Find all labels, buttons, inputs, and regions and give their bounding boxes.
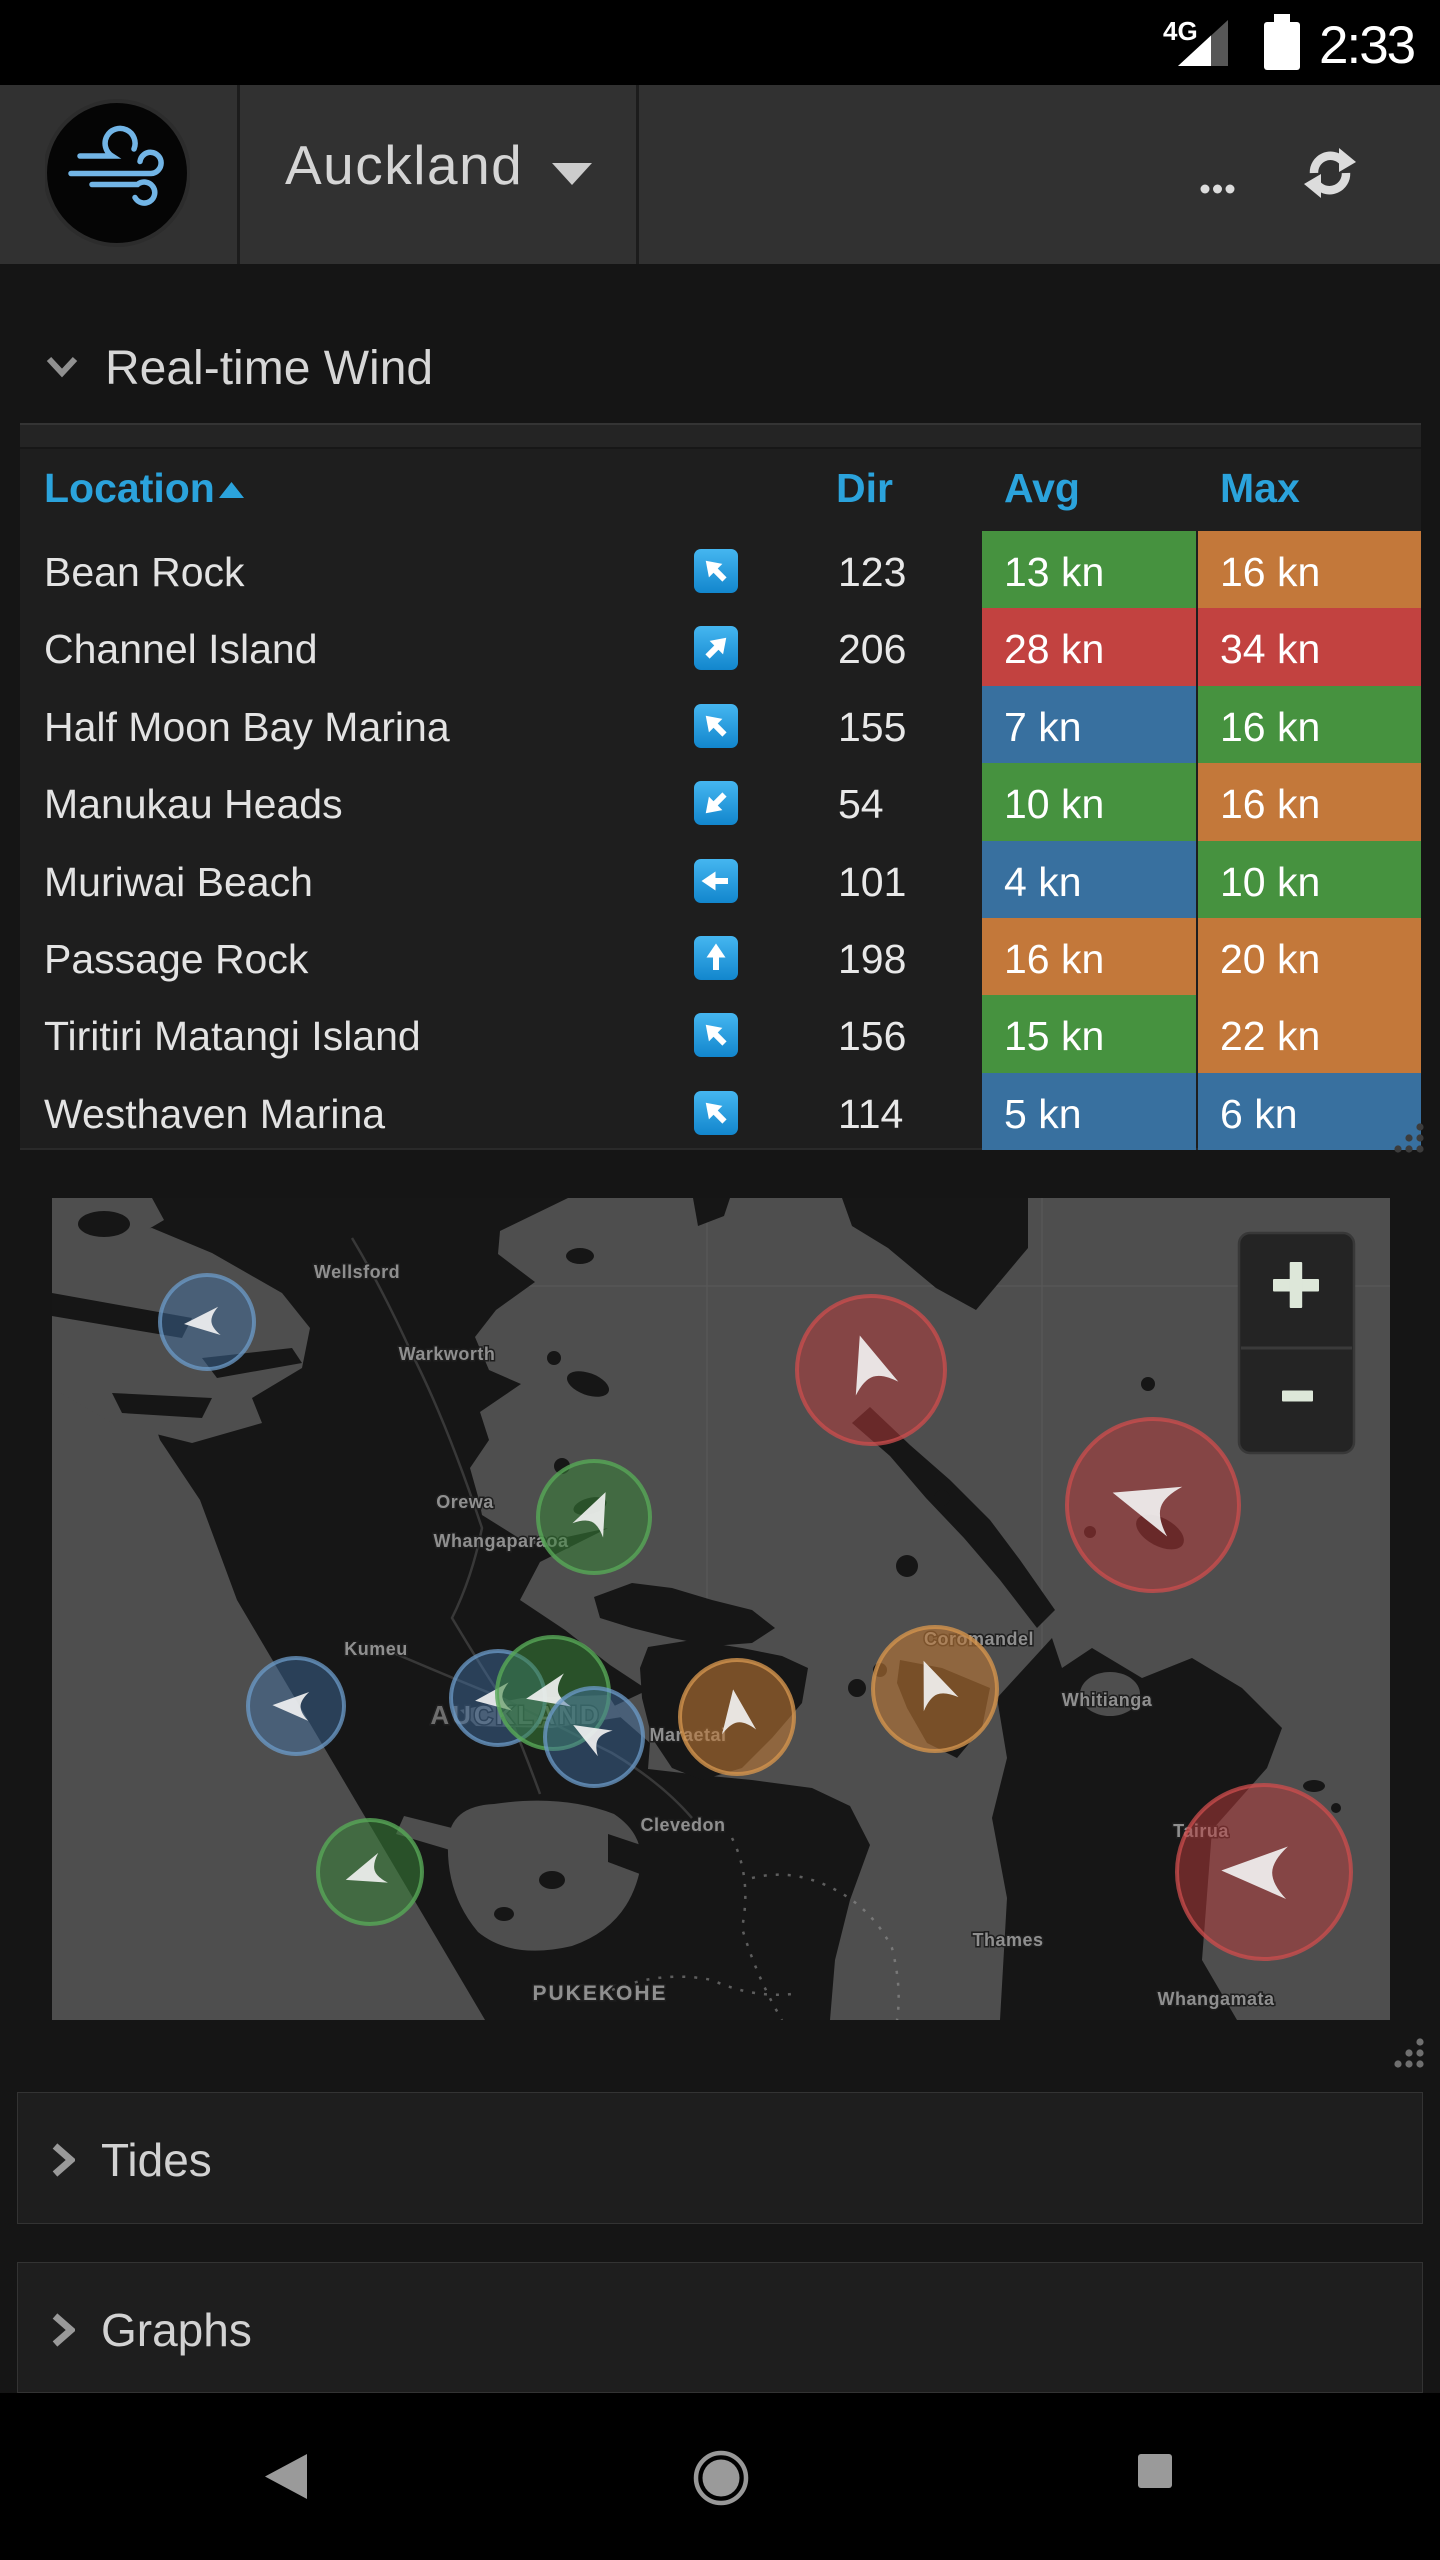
svg-text:PUKEKOHE: PUKEKOHE bbox=[532, 1982, 667, 2005]
svg-text:Thames: Thames bbox=[972, 1930, 1043, 1950]
svg-text:Whitianga: Whitianga bbox=[1062, 1690, 1153, 1710]
svg-text:Orewa: Orewa bbox=[436, 1492, 494, 1512]
svg-text:Kumeu: Kumeu bbox=[344, 1639, 408, 1659]
svg-text:Wellsford: Wellsford bbox=[314, 1262, 400, 1282]
svg-text:Clevedon: Clevedon bbox=[640, 1815, 725, 1835]
svg-text:Warkworth: Warkworth bbox=[399, 1344, 496, 1364]
svg-text:Whangamata: Whangamata bbox=[1157, 1989, 1275, 2009]
svg-text:Whangaparaoa: Whangaparaoa bbox=[433, 1531, 569, 1551]
